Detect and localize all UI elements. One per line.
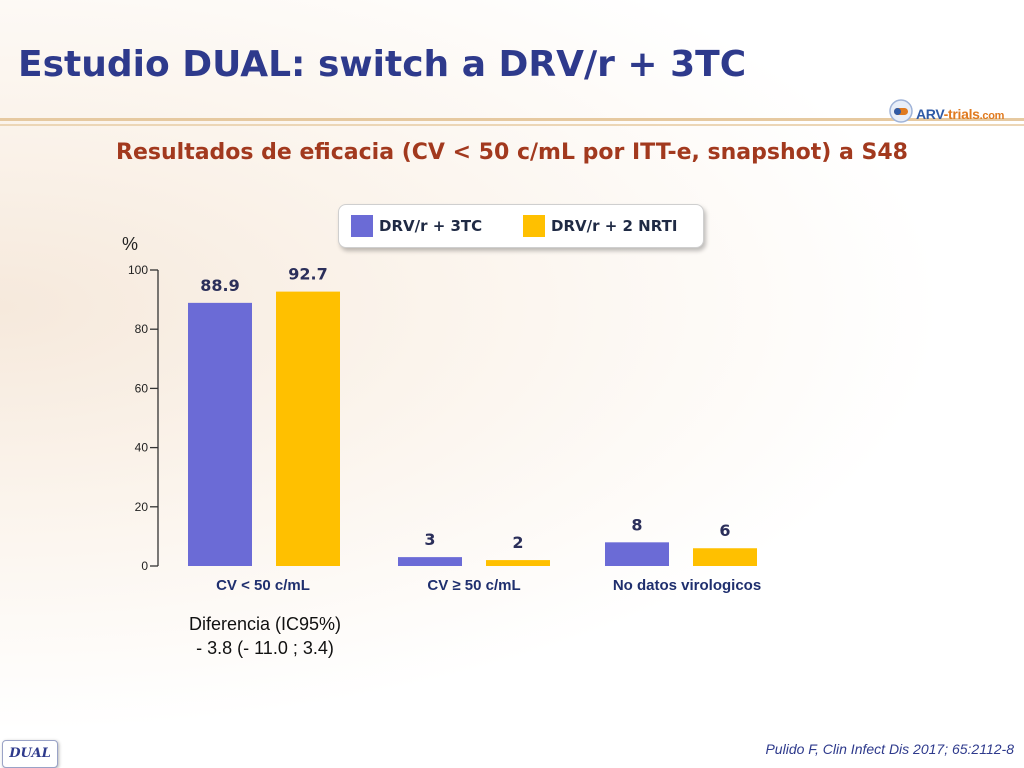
y-tick-label: 60 <box>135 381 149 395</box>
legend-swatch-series-1 <box>351 215 373 237</box>
legend-label-series-2: DRV/r + 2 NRTI <box>551 217 678 235</box>
bar <box>486 560 550 566</box>
y-tick-label: 40 <box>135 441 149 455</box>
logo-text-suffix: .com <box>979 110 1005 122</box>
y-axis-label: % <box>122 234 138 254</box>
x-category-label: No datos virologicos <box>613 577 761 594</box>
bar-value-label: 3 <box>424 530 435 549</box>
title-divider-secondary <box>0 124 1024 126</box>
y-tick-label: 0 <box>141 559 148 573</box>
x-category-label: CV < 50 c/mL <box>216 577 310 594</box>
bar-value-label: 92.7 <box>288 265 327 284</box>
title-divider <box>0 118 1024 121</box>
bar-value-label: 2 <box>512 533 523 552</box>
bar <box>188 302 252 566</box>
y-tick-label: 20 <box>135 500 149 514</box>
citation: Pulido F, Clin Infect Dis 2017; 65:2112-… <box>765 741 1014 757</box>
study-badge: DUAL <box>2 740 58 768</box>
arv-trials-logo: ARV-trials.com <box>888 96 1016 130</box>
difference-value: - 3.8 (- 11.0 ; 3.4) <box>196 638 334 658</box>
y-tick-label: 100 <box>128 263 148 277</box>
y-tick-label: 80 <box>135 322 149 336</box>
bar-value-label: 6 <box>719 521 730 540</box>
bar <box>605 542 669 566</box>
legend-item-series-1: DRV/r + 3TC <box>351 215 482 237</box>
bar-value-label: 88.9 <box>200 276 239 295</box>
difference-block: Diferencia (IC95%) - 3.8 (- 11.0 ; 3.4) <box>150 612 380 660</box>
logo-text: ARV-trials.com <box>916 106 1004 122</box>
x-category-label: CV ≥ 50 c/mL <box>427 577 520 594</box>
logo-text-middle: -trials <box>943 106 980 122</box>
difference-label: Diferencia (IC95%) <box>188 614 342 634</box>
logo-text-name: ARV <box>916 106 944 122</box>
slide-title: Estudio DUAL: switch a DRV/r + 3TC <box>18 44 747 85</box>
logo-mark-icon <box>889 99 913 123</box>
legend-label-series-1: DRV/r + 3TC <box>379 217 483 235</box>
bar <box>398 557 462 566</box>
chart-legend: DRV/r + 3TC DRV/r + 2 NRTI <box>338 204 704 248</box>
bar <box>693 548 757 566</box>
legend-swatch-series-2 <box>523 215 545 237</box>
legend-item-series-2: DRV/r + 2 NRTI <box>523 215 677 237</box>
bar <box>276 291 340 566</box>
bar-value-label: 8 <box>631 515 642 534</box>
chart-subtitle: Resultados de eficacia (CV < 50 c/mL por… <box>116 140 908 165</box>
